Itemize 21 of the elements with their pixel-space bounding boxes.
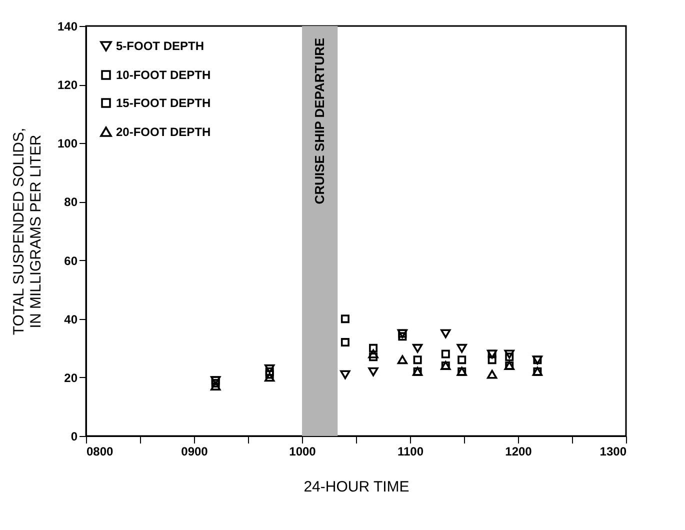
y-tick-label: 60	[64, 254, 78, 268]
band-label: CRUISE SHIP DEPARTURE	[312, 37, 327, 204]
x-tick-label: 1300	[600, 444, 627, 458]
y-tick-label: 80	[64, 195, 78, 210]
legend-label: 10-FOOT DEPTH	[116, 68, 211, 82]
x-tick-label: 1000	[289, 444, 316, 458]
y-tick-label: 140	[57, 20, 78, 34]
legend-label: 15-FOOT DEPTH	[116, 96, 211, 110]
y-axis-title: TOTAL SUSPENDED SOLIDS, IN MILLIGRAMS PER LITER	[10, 128, 44, 336]
x-axis-title: 24-HOUR TIME	[304, 478, 410, 496]
y-tick-label: 20	[64, 370, 78, 385]
y-tick-label: 40	[64, 312, 78, 326]
y-tick-label: 100	[57, 136, 78, 151]
legend-label: 20-FOOT DEPTH	[116, 125, 211, 139]
y-tick-label: 120	[57, 78, 78, 92]
x-tick-label: 0900	[181, 444, 208, 458]
x-tick-label: 0800	[86, 444, 114, 458]
y-tick-label: 0	[70, 430, 78, 444]
x-tick-label: 1200	[505, 444, 532, 458]
legend-label: 5-FOOT DEPTH	[116, 39, 204, 53]
x-tick-label: 1100	[397, 444, 424, 458]
